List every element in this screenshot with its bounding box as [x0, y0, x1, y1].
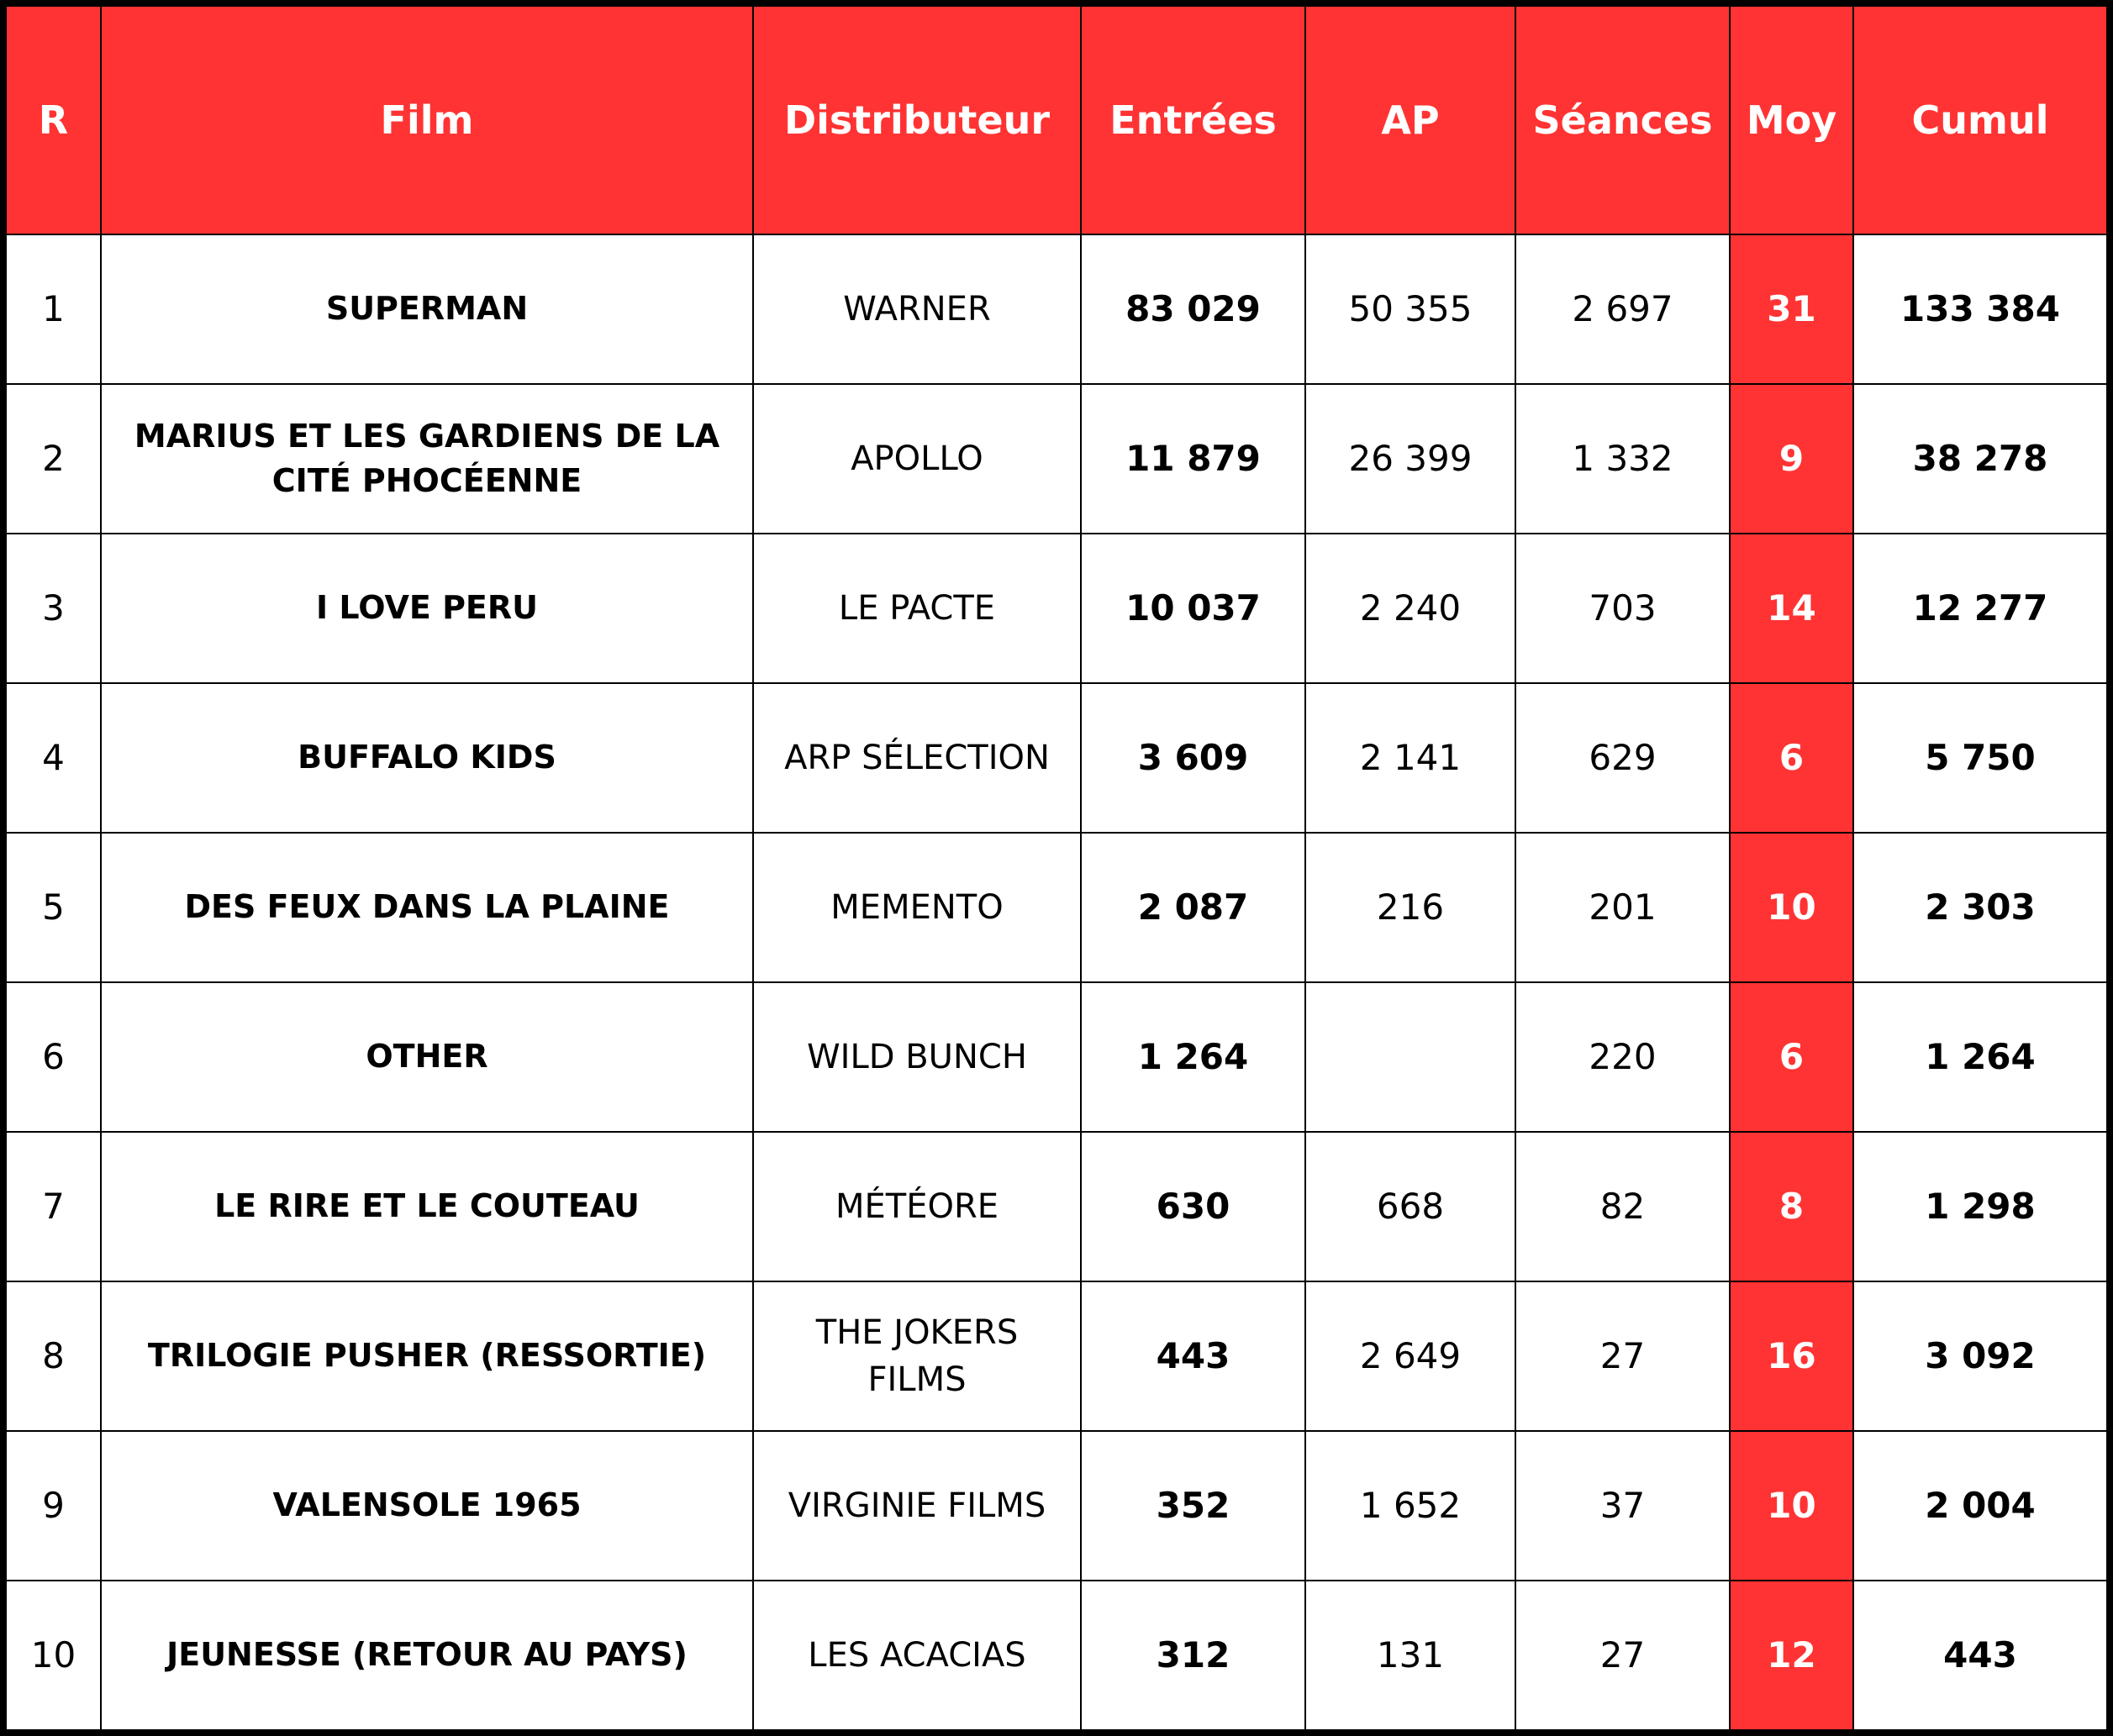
cumulative: 1 264	[1854, 983, 2106, 1131]
average: 9	[1731, 385, 1852, 533]
screenings: 82	[1516, 1133, 1729, 1281]
average: 8	[1731, 1133, 1852, 1281]
ap: 26 399	[1306, 385, 1515, 533]
cumulative: 2 004	[1854, 1432, 2106, 1580]
ap: 216	[1306, 834, 1515, 981]
distributor: THE JOKERS FILMS	[754, 1282, 1080, 1430]
screenings: 1 332	[1516, 385, 1729, 533]
film-title: DES FEUX DANS LA PLAINE	[102, 834, 752, 981]
entries: 2 087	[1082, 834, 1304, 981]
rank: 1	[7, 235, 100, 383]
ap: 131	[1306, 1581, 1515, 1729]
cumulative: 2 303	[1854, 834, 2106, 981]
screenings: 37	[1516, 1432, 1729, 1580]
column-header: Moy	[1731, 7, 1852, 234]
rank: 4	[7, 684, 100, 832]
rank: 2	[7, 385, 100, 533]
entries: 630	[1082, 1133, 1304, 1281]
entries: 1 264	[1082, 983, 1304, 1131]
film-title: MARIUS ET LES GARDIENS DE LA CITÉ PHOCÉE…	[102, 385, 752, 533]
average: 12	[1731, 1581, 1852, 1729]
rank: 3	[7, 534, 100, 682]
rank: 8	[7, 1282, 100, 1430]
column-header: Séances	[1516, 7, 1729, 234]
screenings: 703	[1516, 534, 1729, 682]
screenings: 27	[1516, 1282, 1729, 1430]
film-title: TRILOGIE PUSHER (RESSORTIE)	[102, 1282, 752, 1430]
cumulative: 5 750	[1854, 684, 2106, 832]
ap: 2 649	[1306, 1282, 1515, 1430]
distributor: ARP SÉLECTION	[754, 684, 1080, 832]
distributor: MEMENTO	[754, 834, 1080, 981]
film-title: I LOVE PERU	[102, 534, 752, 682]
average: 16	[1731, 1282, 1852, 1430]
film-title: OTHER	[102, 983, 752, 1131]
entries: 352	[1082, 1432, 1304, 1580]
entries: 443	[1082, 1282, 1304, 1430]
distributor: APOLLO	[754, 385, 1080, 533]
ap: 50 355	[1306, 235, 1515, 383]
screenings: 629	[1516, 684, 1729, 832]
cumulative: 133 384	[1854, 235, 2106, 383]
screenings: 2 697	[1516, 235, 1729, 383]
rank: 9	[7, 1432, 100, 1580]
screenings: 201	[1516, 834, 1729, 981]
average: 6	[1731, 983, 1852, 1131]
cumulative: 3 092	[1854, 1282, 2106, 1430]
cumulative: 12 277	[1854, 534, 2106, 682]
column-header: Cumul	[1854, 7, 2106, 234]
distributor: WILD BUNCH	[754, 983, 1080, 1131]
average: 14	[1731, 534, 1852, 682]
screenings: 27	[1516, 1581, 1729, 1729]
ap-empty	[1306, 983, 1515, 1131]
column-header: Distributeur	[754, 7, 1080, 234]
entries: 10 037	[1082, 534, 1304, 682]
ap: 668	[1306, 1133, 1515, 1281]
cumulative: 1 298	[1854, 1133, 2106, 1281]
average: 6	[1731, 684, 1852, 832]
distributor: WARNER	[754, 235, 1080, 383]
average: 31	[1731, 235, 1852, 383]
film-title: LE RIRE ET LE COUTEAU	[102, 1133, 752, 1281]
entries: 312	[1082, 1581, 1304, 1729]
screenings: 220	[1516, 983, 1729, 1131]
entries: 3 609	[1082, 684, 1304, 832]
column-header: Entrées	[1082, 7, 1304, 234]
rank: 10	[7, 1581, 100, 1729]
entries: 11 879	[1082, 385, 1304, 533]
average: 10	[1731, 834, 1852, 981]
film-title: JEUNESSE (RETOUR AU PAYS)	[102, 1581, 752, 1729]
rank: 5	[7, 834, 100, 981]
distributor: LE PACTE	[754, 534, 1080, 682]
ap: 1 652	[1306, 1432, 1515, 1580]
rank: 6	[7, 983, 100, 1131]
entries: 83 029	[1082, 235, 1304, 383]
distributor: MÉTÉORE	[754, 1133, 1080, 1281]
distributor: LES ACACIAS	[754, 1581, 1080, 1729]
column-header: Film	[102, 7, 752, 234]
cumulative: 38 278	[1854, 385, 2106, 533]
film-title: VALENSOLE 1965	[102, 1432, 752, 1580]
ap: 2 141	[1306, 684, 1515, 832]
film-title: BUFFALO KIDS	[102, 684, 752, 832]
rank: 7	[7, 1133, 100, 1281]
ap: 2 240	[1306, 534, 1515, 682]
film-title: SUPERMAN	[102, 235, 752, 383]
column-header: R	[7, 7, 100, 234]
distributor: VIRGINIE FILMS	[754, 1432, 1080, 1580]
column-header: AP	[1306, 7, 1515, 234]
average: 10	[1731, 1432, 1852, 1580]
cumulative: 443	[1854, 1581, 2106, 1729]
